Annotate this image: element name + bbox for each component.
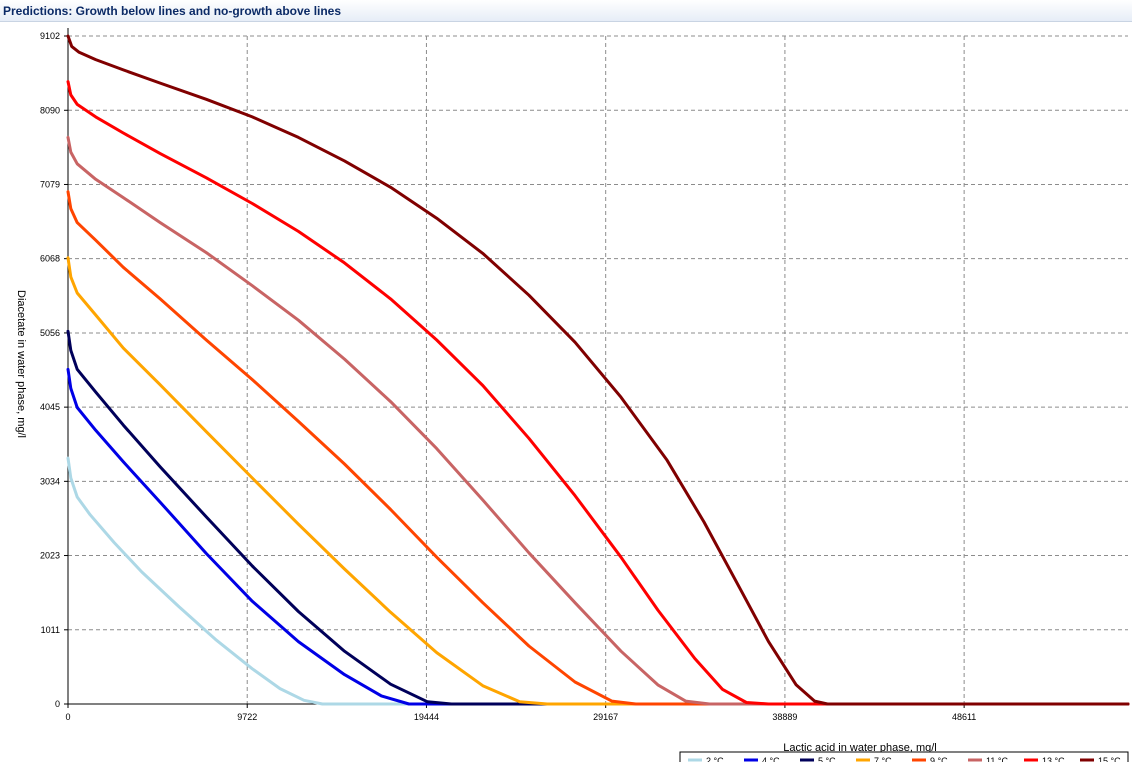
- legend: 2 °C 4 °C 5 °C 7 °C 9 °C 11 °C 13 °C 15 °C: [679, 751, 1129, 767]
- x-tick-label: 29167: [593, 712, 618, 722]
- x-tick-label: 9722: [237, 712, 257, 722]
- legend-label: 11 °C: [986, 756, 1008, 762]
- line-chart: 0 1011 2023 3034 4045 5056 6068 7079 8090 9102 0 97…: [15, 28, 1130, 767]
- y-tick-label: 6068: [40, 254, 60, 264]
- axis-labels: Lactic acid in water phase, mg/l Diaceta…: [15, 290, 937, 754]
- x-tick-label: 0: [65, 712, 70, 722]
- series-line: [66, 34, 1130, 706]
- y-tick-label: 9102: [40, 31, 60, 41]
- legend-label: 5 °C: [818, 756, 836, 762]
- series-line: [66, 367, 1130, 706]
- tick-labels: 0 1011 2023 3034 4045 5056 6068 7079 8090 9102 0 97…: [40, 31, 976, 722]
- gridlines: [68, 35, 1128, 704]
- series-line: [66, 190, 1130, 706]
- legend-label: 15 °C: [1098, 756, 1121, 762]
- chart-area: 0 1011 2023 3034 4045 5056 6068 7079 8090 9102 0 97…: [0, 22, 1132, 767]
- series-line: [66, 80, 1130, 706]
- series-lines: [66, 34, 1130, 706]
- legend-label: 2 °C: [706, 756, 724, 762]
- y-tick-label: 1011: [41, 625, 60, 635]
- legend-label: 9 °C: [930, 756, 948, 762]
- legend-label: 7 °C: [874, 756, 892, 762]
- legend-label: 13 °C: [1042, 756, 1065, 762]
- y-tick-label: 7079: [40, 179, 60, 189]
- legend-label: 4 °C: [762, 756, 780, 762]
- y-tick-label: 3034: [40, 476, 60, 486]
- x-tick-label: 48611: [952, 712, 976, 722]
- y-tick-label: 4045: [40, 402, 60, 412]
- series-line: [66, 256, 1130, 706]
- y-tick-label: 0: [55, 699, 60, 709]
- y-tick-label: 8090: [40, 105, 60, 115]
- y-tick-label: 5056: [40, 328, 60, 338]
- x-tick-label: 19444: [414, 712, 439, 722]
- y-axis-label: Diacetate in water phase, mg/l: [15, 290, 27, 438]
- x-tick-label: 38889: [772, 712, 797, 722]
- series-line: [66, 135, 1130, 706]
- series-line: [66, 329, 1130, 706]
- chart-title-bar: Predictions: Growth below lines and no-g…: [0, 0, 1132, 22]
- series-line: [66, 456, 1130, 706]
- chart-title: Predictions: Growth below lines and no-g…: [3, 4, 342, 18]
- x-axis-label: Lactic acid in water phase, mg/l: [783, 742, 936, 754]
- y-tick-label: 2023: [40, 551, 60, 561]
